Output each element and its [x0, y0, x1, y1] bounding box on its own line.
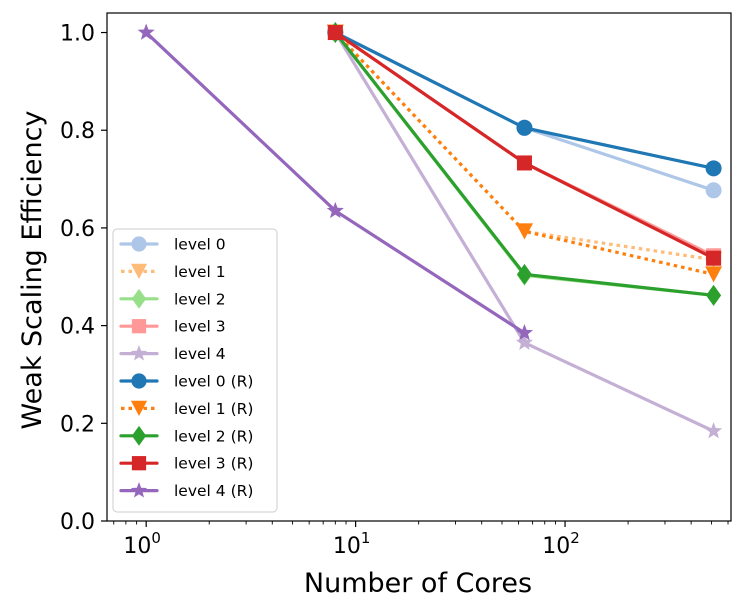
legend-label: level 0	[174, 236, 226, 254]
y-tick-label: 0.0	[60, 510, 95, 535]
series-line-3	[333, 30, 716, 258]
x-tick-label: 100	[123, 529, 161, 559]
legend-label: level 1 (R)	[174, 400, 253, 418]
data-point-9-1	[326, 201, 344, 219]
data-point-9-2	[515, 323, 534, 341]
y-tick-label: 1.0	[60, 22, 95, 47]
series-line-5	[333, 30, 716, 170]
legend-marker	[131, 288, 147, 309]
legend-entry-1: level 1	[121, 263, 226, 281]
legend-entry-8: level 3 (R)	[119, 455, 253, 473]
legend-entry-9: level 4 (R)	[119, 482, 253, 500]
x-axis-title: Number of Cores	[304, 568, 532, 599]
legend-label: level 2 (R)	[174, 427, 253, 445]
y-tick-label: 0.8	[60, 119, 95, 144]
legend-marker	[130, 263, 148, 279]
legend-entry-7: level 2 (R)	[119, 425, 253, 446]
data-point-6-1	[515, 223, 533, 240]
legend-label: level 3 (R)	[174, 455, 253, 473]
data-point-7-2	[706, 284, 722, 306]
data-point-7-1	[516, 263, 532, 285]
legend-marker	[131, 456, 147, 471]
legend-entry-5: level 0 (R)	[119, 373, 253, 391]
legend-entry-6: level 1 (R)	[121, 400, 253, 418]
legend-label: level 1	[174, 263, 226, 281]
y-tick-label: 0.4	[60, 315, 95, 340]
data-point-4-2	[705, 422, 723, 439]
legend-label: level 4	[174, 345, 226, 363]
data-point-8-1	[516, 155, 532, 171]
legend-label: level 3	[174, 318, 226, 336]
legend-entry-4: level 4	[119, 345, 226, 363]
legend-marker	[130, 400, 148, 416]
data-point-4-1	[515, 333, 534, 350]
data-point-0-2	[705, 182, 722, 199]
legend-marker	[130, 345, 148, 361]
legend-marker	[131, 319, 147, 334]
legend-entry-0: level 0	[119, 236, 226, 254]
data-point-5-1	[516, 119, 533, 136]
series-line-6	[334, 31, 714, 276]
legend-label: level 4 (R)	[174, 482, 253, 500]
x-tick-label: 102	[542, 529, 580, 559]
y-tick-label: 0.6	[60, 217, 95, 242]
legend-entry-3: level 3	[119, 318, 226, 336]
data-point-8-0	[327, 25, 343, 41]
y-tick-label: 0.2	[60, 412, 95, 437]
data-point-8-2	[706, 250, 722, 266]
legend-marker	[131, 236, 147, 252]
y-axis-title: Weak Scaling Efficiency	[17, 111, 48, 430]
legend-marker	[130, 482, 148, 498]
data-point-5-2	[705, 160, 722, 177]
legend-entry-2: level 2	[119, 288, 226, 309]
legend-label: level 0 (R)	[174, 373, 253, 391]
legend-label: level 2	[174, 290, 226, 308]
x-tick-label: 101	[333, 529, 371, 559]
data-point-9-0	[137, 23, 155, 40]
data-point-6-2	[705, 266, 723, 283]
legend-marker	[131, 373, 147, 389]
legend-marker	[131, 425, 147, 446]
